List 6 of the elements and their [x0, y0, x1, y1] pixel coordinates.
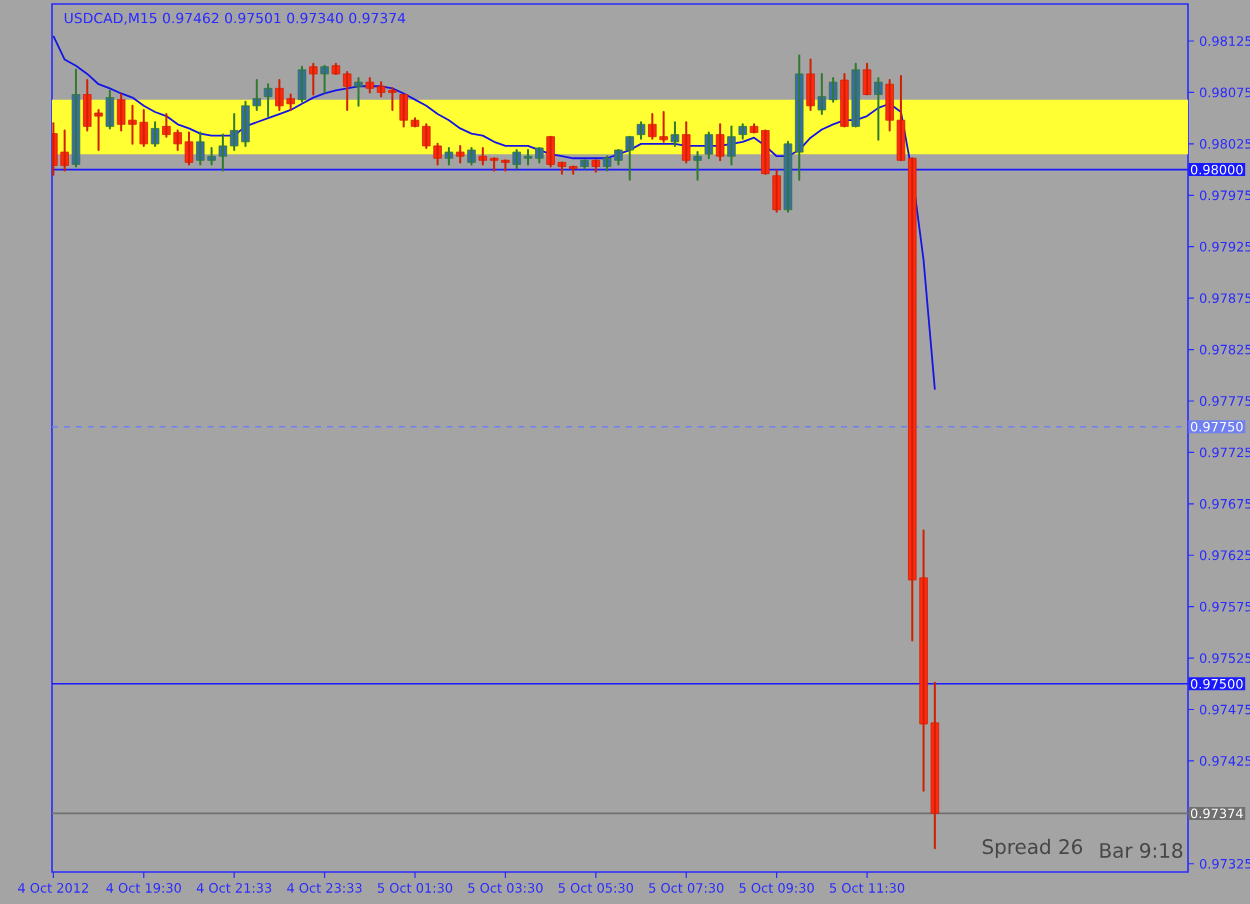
candlestick	[320, 64, 329, 94]
candlestick	[309, 62, 318, 96]
candlestick	[444, 146, 454, 166]
candlestick	[455, 144, 465, 164]
text: Bar 9:18	[1100, 842, 1183, 859]
text: Spread 26	[982, 838, 1083, 859]
